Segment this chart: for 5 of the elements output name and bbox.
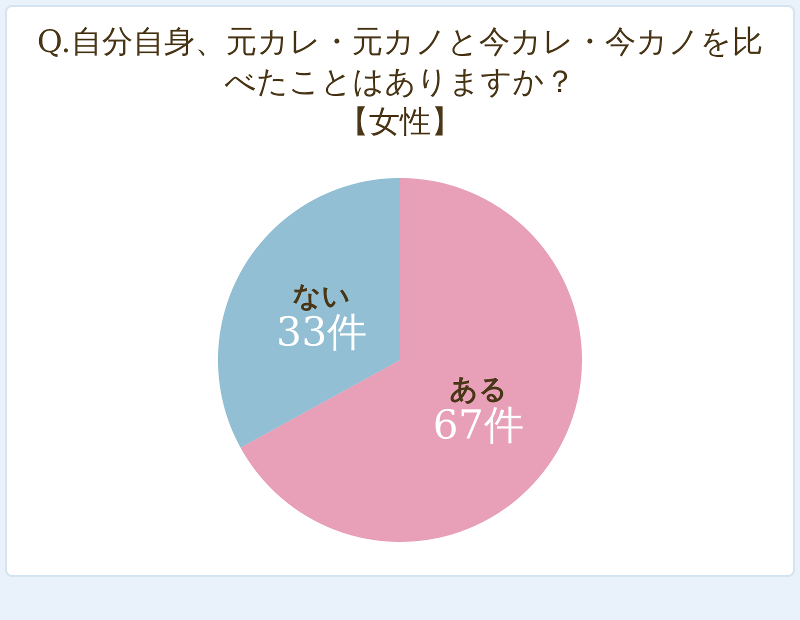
pie-slice <box>240 178 582 542</box>
pie-slice <box>218 178 400 448</box>
chart-title: Q.自分自身、元カレ・元カノと今カレ・今カノを比べたことはありますか？ <box>37 24 763 100</box>
chart-subtitle: 【女性】 <box>338 104 462 140</box>
slice-label: ある <box>449 372 508 406</box>
